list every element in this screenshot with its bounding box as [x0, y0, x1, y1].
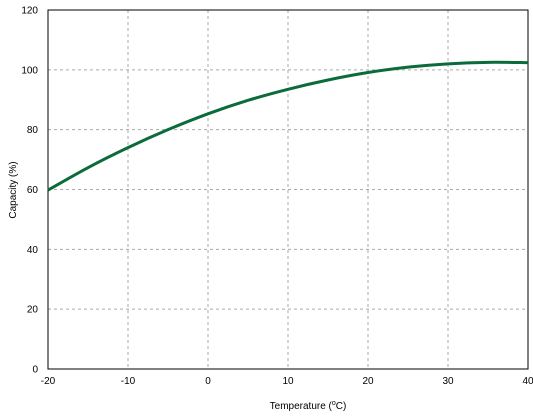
x-axis-ticks: -20 -10 0 10 20 30 40 — [41, 376, 533, 387]
y-tick-label: 120 — [21, 6, 38, 17]
y-tick-label: 20 — [27, 305, 39, 316]
x-tick-label: 0 — [205, 376, 211, 387]
x-axis-label: Temperature (oC) — [270, 400, 347, 412]
y-tick-label: 0 — [32, 365, 38, 376]
y-axis-label: Capacity (%) — [8, 161, 19, 218]
x-axis-label-end: C) — [336, 401, 347, 412]
x-tick-label: 30 — [442, 376, 454, 387]
series — [47, 60, 529, 192]
x-tick-label: -10 — [121, 376, 136, 387]
y-tick-label: 40 — [27, 245, 39, 256]
x-tick-label: 20 — [362, 376, 374, 387]
y-axis-ticks: 0 20 40 60 80 100 120 — [21, 6, 38, 376]
x-tick-label: 40 — [522, 376, 533, 387]
x-axis-label-sup: o — [332, 400, 336, 407]
y-tick-label: 60 — [27, 185, 39, 196]
capacity-curve — [47, 60, 529, 192]
grid — [48, 10, 528, 369]
y-tick-label: 100 — [21, 65, 38, 76]
x-tick-label: 10 — [282, 376, 294, 387]
x-tick-label: -20 — [41, 376, 56, 387]
y-tick-label: 80 — [27, 125, 39, 136]
